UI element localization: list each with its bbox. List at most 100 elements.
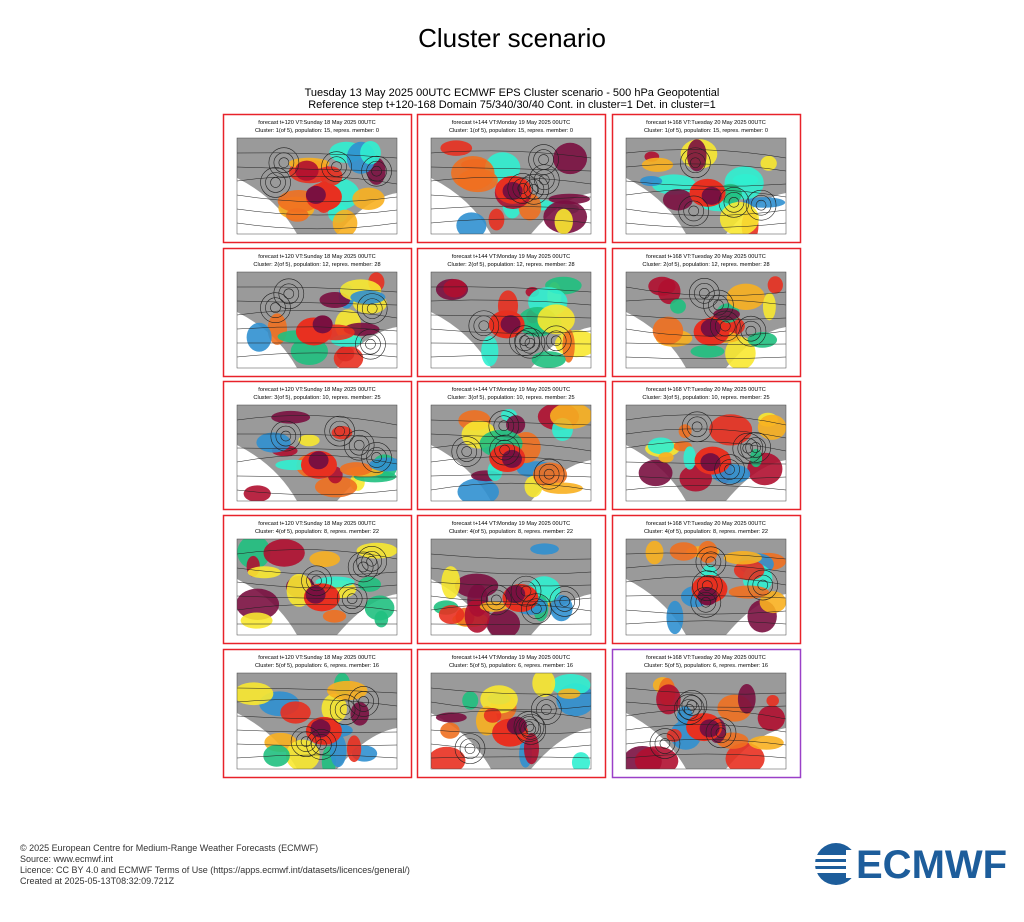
panel-cluster: Cluster: 5(of 5), population: 6, repres.…	[255, 663, 379, 669]
contour	[270, 302, 281, 314]
anomaly-blob	[656, 684, 681, 715]
panel-cluster: Cluster: 3(of 5), population: 10, repres…	[447, 395, 574, 401]
contour	[237, 175, 397, 185]
map-frame	[236, 672, 398, 770]
anomaly-blob	[321, 693, 348, 724]
contour	[626, 485, 786, 491]
map	[431, 138, 591, 234]
anomaly-blob	[670, 298, 686, 314]
anomaly-blob	[440, 722, 460, 739]
land	[626, 312, 686, 368]
contour	[237, 286, 397, 293]
anomaly-blob	[669, 542, 698, 561]
map-panel: forecast t+144 VT:Monday 19 May 2025 00U…	[416, 648, 607, 779]
contour	[237, 222, 397, 230]
anomaly-core	[701, 186, 722, 205]
contour	[270, 420, 302, 452]
contour	[750, 442, 762, 453]
map-frame	[625, 137, 787, 235]
panel-cluster: Cluster: 2(of 5), population: 12, repres…	[642, 262, 769, 268]
map-frame	[430, 538, 592, 636]
anomaly-blob	[443, 279, 467, 298]
anomaly-blob	[479, 601, 508, 612]
contour	[486, 589, 507, 611]
anomaly-core	[500, 315, 521, 334]
anomaly-blob	[553, 142, 588, 175]
contour	[720, 320, 731, 332]
contour	[515, 580, 537, 602]
map-panel: forecast t+120 VT:Sunday 18 May 2025 00U…	[222, 648, 413, 779]
contour	[719, 459, 740, 480]
anomaly-blob	[319, 166, 343, 186]
anomaly-blob	[652, 316, 684, 345]
contour	[237, 595, 397, 599]
contour	[431, 299, 591, 306]
map-panel: forecast t+144 VT:Monday 19 May 2025 00U…	[416, 514, 607, 645]
contour	[690, 157, 701, 169]
contour	[691, 421, 703, 433]
contour	[306, 570, 327, 592]
contour	[649, 728, 681, 759]
contour	[237, 352, 397, 358]
anomaly-core	[305, 185, 326, 204]
contour	[517, 183, 529, 194]
anomaly-core	[505, 585, 526, 604]
contour	[478, 320, 490, 332]
contour	[431, 176, 591, 185]
map-panel: forecast t+168 VT:Tuesday 20 May 2025 00…	[611, 514, 802, 645]
contour	[431, 595, 591, 603]
anomaly-blob	[271, 410, 311, 424]
anomaly-blob	[364, 595, 395, 621]
contour	[626, 356, 786, 360]
contour	[431, 433, 591, 439]
panel-header: forecast t+120 VT:Sunday 18 May 2025 00U…	[258, 655, 375, 661]
anomaly-blob	[506, 415, 526, 434]
anomaly-blob	[256, 432, 291, 453]
contour	[431, 687, 591, 695]
contour	[237, 581, 397, 589]
contour	[278, 283, 300, 305]
contour	[237, 310, 397, 319]
map-panel: forecast t+168 VT:Tuesday 20 May 2025 00…	[611, 247, 802, 378]
map-frame	[625, 672, 787, 770]
contour	[331, 161, 342, 172]
contour	[431, 456, 591, 465]
contour	[519, 335, 530, 347]
anomaly-blob	[319, 291, 351, 309]
map	[237, 272, 397, 368]
contour	[686, 700, 698, 711]
map-frame	[430, 404, 592, 502]
map-frame	[236, 538, 398, 636]
contour	[237, 326, 397, 332]
contour	[356, 293, 388, 324]
anomaly-blob	[457, 478, 500, 501]
contour	[300, 736, 312, 747]
contour	[626, 208, 786, 216]
map-frame	[430, 672, 592, 770]
anomaly-blob	[488, 208, 505, 231]
contour	[295, 731, 317, 752]
contour	[523, 179, 545, 200]
contour	[690, 586, 722, 618]
contour	[626, 564, 786, 573]
anomaly-blob	[451, 156, 495, 190]
contour	[685, 152, 706, 174]
panel-cluster: Cluster: 5(of 5), population: 6, repres.…	[449, 663, 573, 669]
contour	[533, 458, 565, 490]
page-title: Cluster scenario	[418, 23, 606, 53]
contour	[355, 328, 386, 360]
contour	[747, 569, 779, 601]
contour	[626, 414, 786, 426]
contour	[626, 428, 786, 439]
contour	[280, 430, 292, 442]
contour	[459, 738, 481, 759]
panel-cluster: Cluster: 3(of 5), population: 10, repres…	[642, 395, 769, 401]
contour	[559, 596, 571, 607]
anomaly-core	[699, 719, 720, 738]
anomaly-blob	[767, 276, 783, 294]
anomaly-blob	[322, 609, 347, 623]
contour	[755, 199, 767, 211]
map	[431, 272, 591, 368]
anomaly-blob	[762, 292, 776, 321]
anomaly-blob	[550, 594, 573, 622]
